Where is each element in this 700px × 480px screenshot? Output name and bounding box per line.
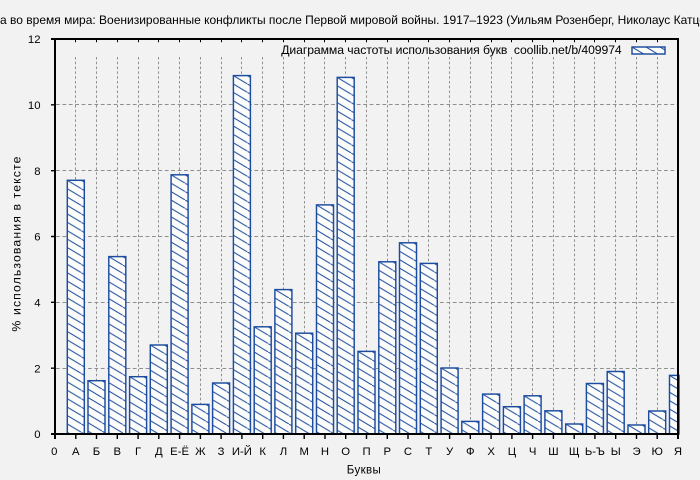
svg-text:Ч: Ч [529, 446, 537, 458]
svg-text:2: 2 [34, 363, 40, 375]
svg-text:12: 12 [28, 34, 41, 46]
svg-text:Ы: Ы [611, 446, 621, 458]
svg-text:Ш: Ш [548, 446, 558, 458]
svg-text:10: 10 [28, 100, 41, 112]
svg-text:П: П [362, 446, 370, 458]
svg-text:Я: Я [674, 446, 682, 458]
svg-text:А: А [72, 446, 80, 458]
svg-text:И-Й: И-Й [232, 445, 252, 458]
svg-text:Е-Ё: Е-Ё [170, 446, 189, 458]
svg-text:Г: Г [135, 446, 141, 458]
svg-text:С: С [404, 446, 412, 458]
svg-text:4: 4 [34, 297, 40, 309]
svg-text:Щ: Щ [569, 446, 580, 458]
svg-text:З: З [218, 446, 225, 458]
svg-text:Х: Х [487, 446, 495, 458]
svg-text:Ф: Ф [466, 446, 475, 458]
svg-text:Б: Б [93, 446, 100, 458]
svg-text:Р: Р [384, 446, 392, 458]
svg-text:Ц: Ц [508, 446, 517, 458]
svg-text:6: 6 [34, 232, 40, 244]
svg-text:М: М [299, 446, 308, 458]
svg-text:Л: Л [280, 446, 287, 458]
svg-text:Ж: Ж [195, 446, 206, 458]
svg-text:Н: Н [321, 446, 329, 458]
svg-text:% использования в тексте: % использования в тексте [9, 155, 23, 331]
svg-text:В: В [114, 446, 122, 458]
svg-text:Д: Д [155, 446, 163, 458]
svg-text:Диаграмма частоты использовани: Диаграмма частоты использования букв coo… [281, 43, 622, 57]
svg-text:О: О [341, 446, 350, 458]
svg-text:Ю: Ю [651, 446, 662, 458]
svg-text:0: 0 [34, 429, 40, 441]
svg-text:К: К [259, 446, 266, 458]
svg-text:0: 0 [51, 446, 57, 458]
svg-text:Война во время мира: Военизиро: Война во время мира: Военизированные кон… [0, 13, 700, 27]
svg-text:Т: Т [425, 446, 432, 458]
svg-text:Буквы: Буквы [347, 465, 381, 477]
svg-text:Э: Э [632, 446, 640, 458]
svg-text:Ь-Ъ: Ь-Ъ [585, 446, 605, 458]
svg-text:8: 8 [34, 166, 40, 178]
svg-text:У: У [446, 446, 454, 458]
